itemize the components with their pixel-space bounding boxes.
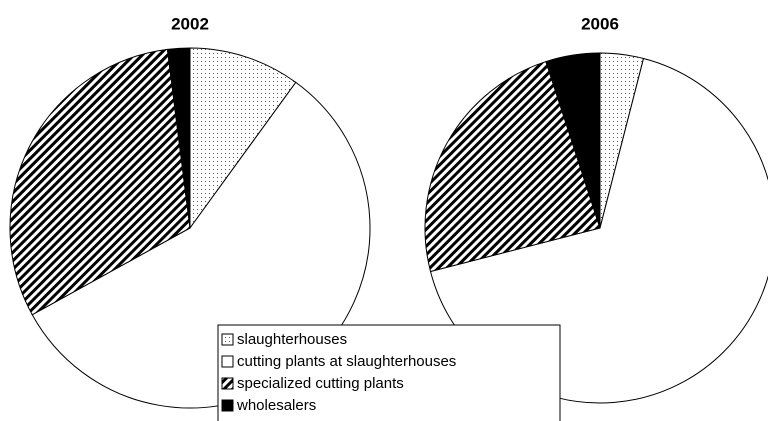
legend-box bbox=[217, 324, 561, 421]
legend-swatch bbox=[221, 333, 234, 346]
pie-slice bbox=[545, 52, 601, 229]
legend-label: slaughterhouses bbox=[237, 331, 347, 348]
legend-label: cutting plants at slaughterhouses bbox=[237, 353, 456, 370]
legend-swatch bbox=[221, 377, 234, 390]
legend-swatch bbox=[221, 355, 234, 368]
pie-slice bbox=[9, 48, 191, 316]
chart-title: 2006 bbox=[581, 14, 619, 33]
legend-label: wholesalers bbox=[236, 397, 316, 414]
legend-label: specialized cutting plants bbox=[237, 375, 404, 392]
pie-slice bbox=[424, 60, 601, 273]
pie-slice bbox=[166, 47, 191, 229]
pie-slice bbox=[189, 47, 297, 230]
legend-swatch bbox=[221, 399, 234, 412]
chart-title: 2002 bbox=[171, 14, 209, 33]
